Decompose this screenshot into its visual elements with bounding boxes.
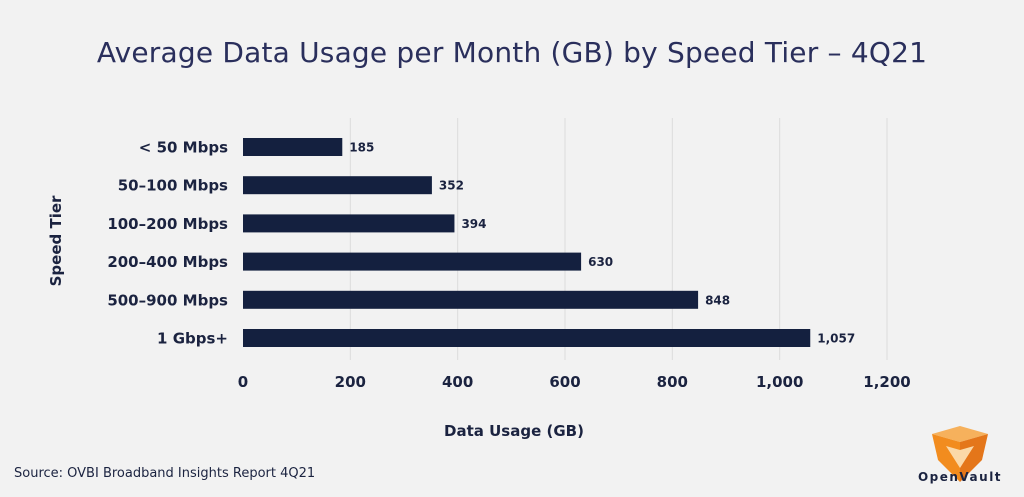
bar (243, 214, 455, 233)
bar (243, 329, 811, 347)
data-label: 394 (461, 217, 486, 231)
bars (243, 138, 811, 347)
data-label: 848 (705, 293, 730, 307)
x-tick-label: 400 (442, 373, 473, 391)
data-label: 1,057 (817, 332, 855, 346)
x-tick-label: 600 (549, 373, 580, 391)
category-label: 50–100 Mbps (118, 177, 228, 195)
x-tick-label: 800 (657, 373, 688, 391)
x-tick-label: 1,000 (756, 373, 803, 391)
value-labels: 185 352 394 630 848 1,057 (349, 141, 855, 346)
y-axis-title: Speed Tier (47, 195, 65, 286)
bar (243, 138, 343, 156)
x-tick-label: 200 (335, 373, 366, 391)
bar (243, 290, 699, 309)
category-labels: < 50 Mbps 50–100 Mbps 100–200 Mbps 200–400 … (107, 139, 228, 348)
x-tick-label: 1,200 (863, 373, 910, 391)
category-label: < 50 Mbps (139, 139, 228, 157)
brand-wordmark: OpenVault (917, 470, 1003, 484)
x-tick-labels: 0 200 400 600 800 1,000 1,200 (238, 373, 911, 391)
chart-title: Average Data Usage per Month (GB) by Spe… (96, 36, 928, 69)
x-tick-label: 0 (238, 373, 248, 391)
category-label: 200–400 Mbps (107, 253, 228, 271)
x-axis-title: Data Usage (GB) (444, 422, 584, 440)
data-label: 185 (349, 141, 374, 155)
bar (243, 252, 582, 271)
openvault-logo-icon (932, 426, 988, 482)
grid-lines (349, 118, 888, 360)
data-label: 630 (588, 255, 613, 269)
category-label: 1 Gbps+ (157, 330, 228, 348)
category-label: 100–200 Mbps (107, 215, 228, 233)
data-label: 352 (439, 179, 464, 193)
bar (243, 176, 432, 195)
category-label: 500–900 Mbps (107, 291, 228, 309)
source-note: Source: OVBI Broadband Insights Report 4… (14, 466, 316, 481)
